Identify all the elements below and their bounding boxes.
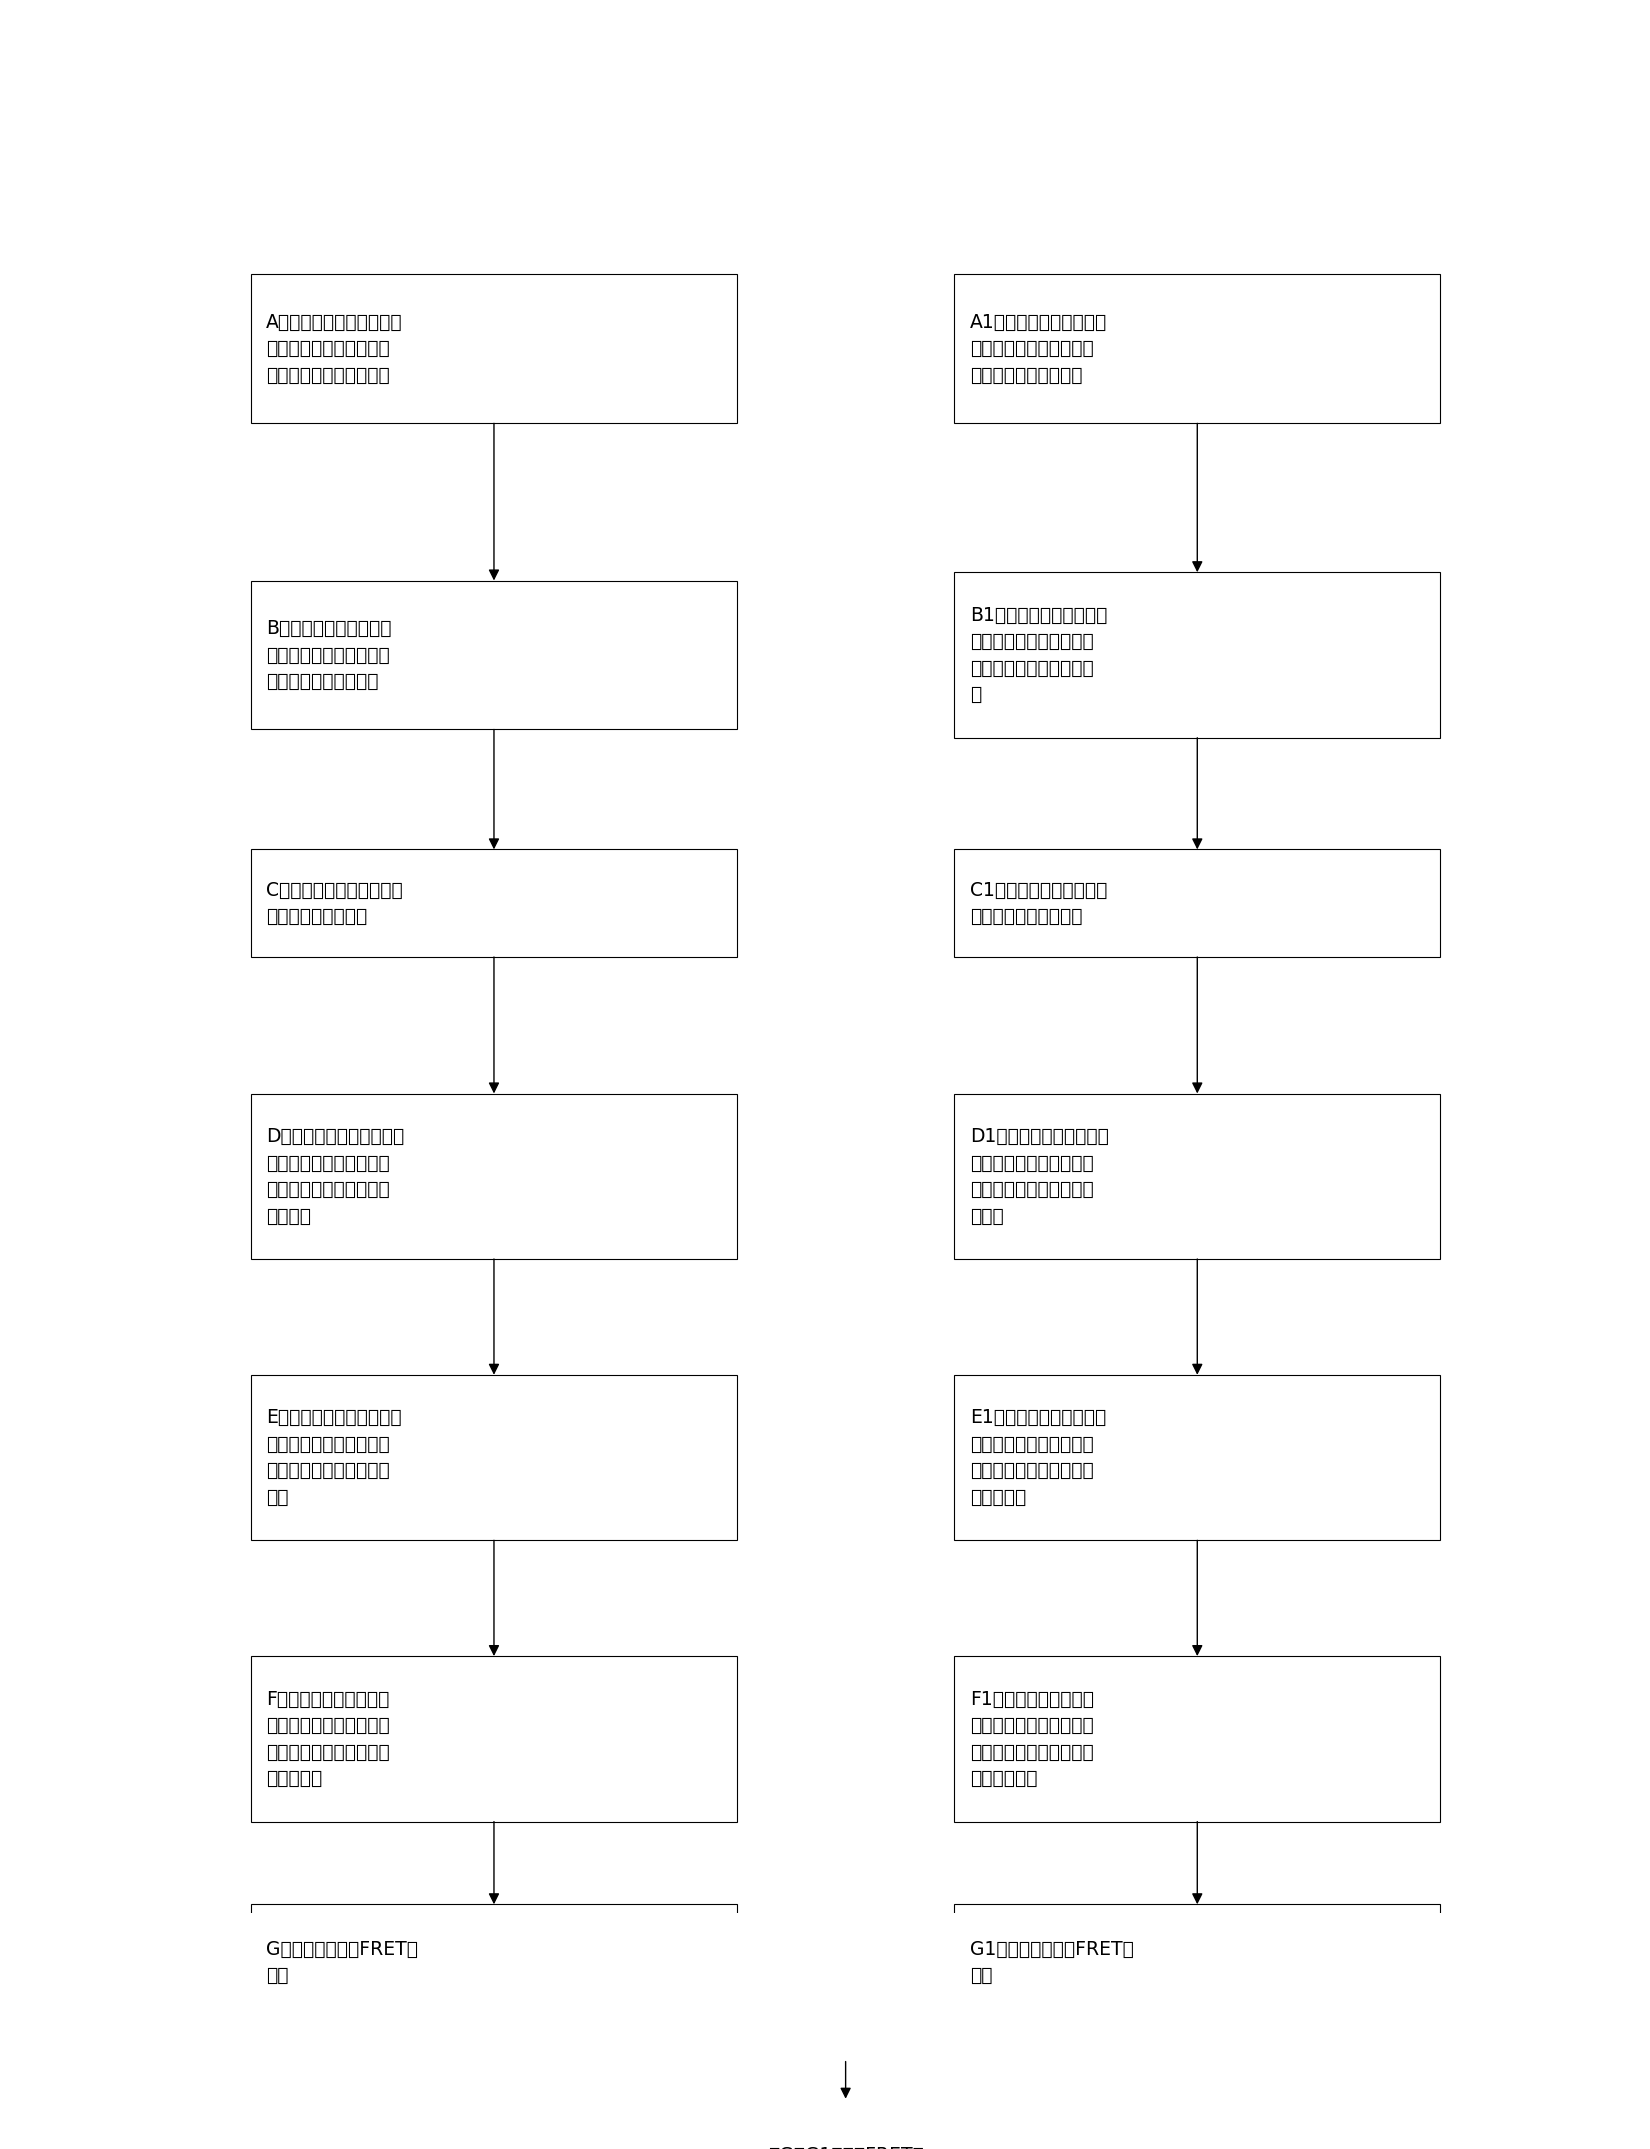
Text: F：计算部分受体漂白前
后供体通道荧光强度的增
加量及受体通道荧光强度
的减少量；: F：计算部分受体漂白前 后供体通道荧光强度的增 加量及受体通道荧光强度 的减少量… xyxy=(266,1689,389,1788)
Text: E：选用受体激发光仅激发
漂白后的受体，用受体通
道采集受体发射的荧光强
度；: E：选用受体激发光仅激发 漂白后的受体，用受体通 道采集受体发射的荧光强 度； xyxy=(266,1408,403,1506)
Bar xyxy=(251,275,738,423)
Bar xyxy=(954,1375,1440,1541)
Bar xyxy=(251,1375,738,1541)
Bar xyxy=(954,275,1440,423)
Text: 把G与G1算出的FRET效
率取平均值: 把G与G1算出的FRET效 率取平均值 xyxy=(767,2147,924,2149)
Text: G1：计算漂白区域FRET效
率；: G1：计算漂白区域FRET效 率； xyxy=(970,1941,1134,1986)
Bar xyxy=(954,1657,1440,1822)
Text: D1：选用受体激发光仅激
发漂白后的受体，用受体
通道采集受体发射的荧光
强度；: D1：选用受体激发光仅激 发漂白后的受体，用受体 通道采集受体发射的荧光 强度； xyxy=(970,1126,1109,1225)
Bar xyxy=(954,1094,1440,1259)
Text: B1：选用供体激发光激发
供体受体对，用供体通道
采集供体发射的荧光强度
；: B1：选用供体激发光激发 供体受体对，用供体通道 采集供体发射的荧光强度 ； xyxy=(970,606,1107,705)
Text: A：选用供体激发光激发供
体受体对，用供体通道采
集供体发射的荧光强度；: A：选用供体激发光激发供 体受体对，用供体通道采 集供体发射的荧光强度； xyxy=(266,314,403,385)
Bar xyxy=(251,1904,738,2020)
Text: D：选用供体激发光激发漂
白后的供体受体对，用供
体通道采集供体发射的荧
光强度；: D：选用供体激发光激发漂 白后的供体受体对，用供 体通道采集供体发射的荧 光强度… xyxy=(266,1126,404,1225)
Bar xyxy=(251,1094,738,1259)
Bar xyxy=(251,1657,738,1822)
Text: F1：计算部分受体漂白
前后供体通道荧光强度的
增加量及受体通道荧光强
度的减少量；: F1：计算部分受体漂白 前后供体通道荧光强度的 增加量及受体通道荧光强 度的减少… xyxy=(970,1689,1094,1788)
Text: C：利用最大强度的受体激
发光漂白部分受体；: C：利用最大强度的受体激 发光漂白部分受体； xyxy=(266,881,403,926)
Text: A1：选用受体激发光仅激
发受体，用受体通道采集
受体发射的荧光强度；: A1：选用受体激发光仅激 发受体，用受体通道采集 受体发射的荧光强度； xyxy=(970,314,1107,385)
Bar xyxy=(251,580,738,729)
Bar xyxy=(954,1904,1440,2020)
Bar xyxy=(954,849,1440,956)
Text: B：选用受体激发光仅激
发受体，用受体通道采集
受体发射的荧光强度；: B：选用受体激发光仅激 发受体，用受体通道采集 受体发射的荧光强度； xyxy=(266,619,391,692)
Bar xyxy=(954,572,1440,737)
Text: E1：选用供体激发光激发
漂白后的供体受体对，用
供体通道采集供体发射的
荧光强度；: E1：选用供体激发光激发 漂白后的供体受体对，用 供体通道采集供体发射的 荧光强… xyxy=(970,1408,1106,1506)
Bar xyxy=(251,849,738,956)
Bar xyxy=(667,2100,1025,2149)
Text: C1：利用最大强度的受体
激发光漂白部分受体；: C1：利用最大强度的受体 激发光漂白部分受体； xyxy=(970,881,1107,926)
Text: G：计算漂白区域FRET效
率；: G：计算漂白区域FRET效 率； xyxy=(266,1941,419,1986)
